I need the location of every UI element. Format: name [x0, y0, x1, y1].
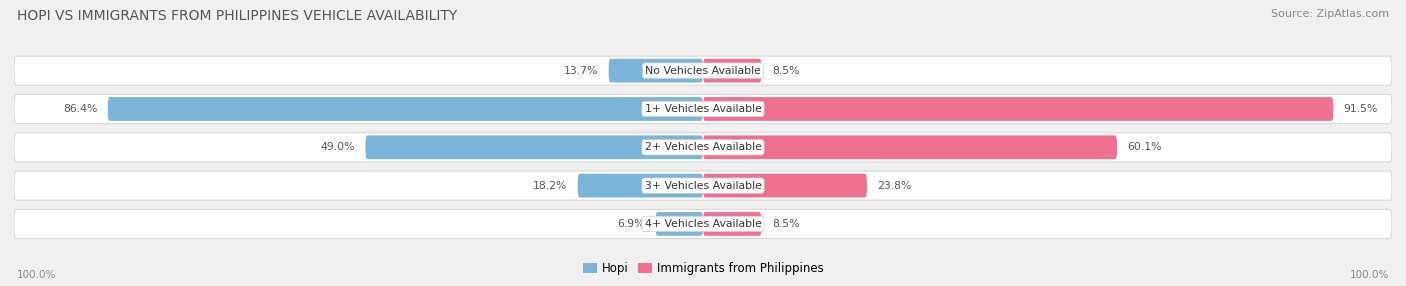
Text: 49.0%: 49.0%	[321, 142, 356, 152]
Text: 2+ Vehicles Available: 2+ Vehicles Available	[644, 142, 762, 152]
Text: 23.8%: 23.8%	[877, 181, 911, 190]
FancyBboxPatch shape	[578, 174, 703, 198]
FancyBboxPatch shape	[703, 135, 1116, 159]
Text: 4+ Vehicles Available: 4+ Vehicles Available	[644, 219, 762, 229]
Text: 100.0%: 100.0%	[1350, 270, 1389, 280]
Text: 91.5%: 91.5%	[1344, 104, 1378, 114]
FancyBboxPatch shape	[14, 94, 1392, 124]
FancyBboxPatch shape	[703, 59, 762, 83]
Text: 60.1%: 60.1%	[1128, 142, 1161, 152]
FancyBboxPatch shape	[14, 56, 1392, 85]
FancyBboxPatch shape	[366, 135, 703, 159]
Text: 8.5%: 8.5%	[772, 66, 800, 76]
Text: 8.5%: 8.5%	[772, 219, 800, 229]
Text: 13.7%: 13.7%	[564, 66, 599, 76]
FancyBboxPatch shape	[14, 209, 1392, 239]
FancyBboxPatch shape	[703, 212, 762, 236]
FancyBboxPatch shape	[108, 97, 703, 121]
Text: 86.4%: 86.4%	[63, 104, 97, 114]
FancyBboxPatch shape	[14, 171, 1392, 200]
FancyBboxPatch shape	[655, 212, 703, 236]
Text: Source: ZipAtlas.com: Source: ZipAtlas.com	[1271, 9, 1389, 19]
FancyBboxPatch shape	[14, 133, 1392, 162]
Text: 6.9%: 6.9%	[617, 219, 645, 229]
Text: HOPI VS IMMIGRANTS FROM PHILIPPINES VEHICLE AVAILABILITY: HOPI VS IMMIGRANTS FROM PHILIPPINES VEHI…	[17, 9, 457, 23]
Legend: Hopi, Immigrants from Philippines: Hopi, Immigrants from Philippines	[578, 258, 828, 280]
Text: 18.2%: 18.2%	[533, 181, 567, 190]
FancyBboxPatch shape	[609, 59, 703, 83]
Text: 3+ Vehicles Available: 3+ Vehicles Available	[644, 181, 762, 190]
FancyBboxPatch shape	[703, 174, 868, 198]
Text: 1+ Vehicles Available: 1+ Vehicles Available	[644, 104, 762, 114]
Text: No Vehicles Available: No Vehicles Available	[645, 66, 761, 76]
FancyBboxPatch shape	[703, 97, 1333, 121]
Text: 100.0%: 100.0%	[17, 270, 56, 280]
